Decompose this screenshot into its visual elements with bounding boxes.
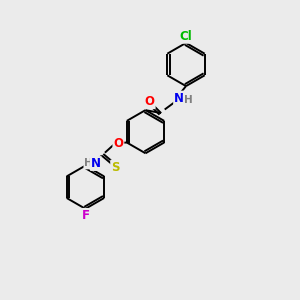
Text: F: F: [81, 209, 89, 222]
Text: H: H: [84, 158, 93, 169]
Text: H: H: [184, 95, 193, 105]
Text: Cl: Cl: [180, 30, 192, 43]
Text: N: N: [91, 157, 101, 170]
Text: S: S: [111, 160, 120, 174]
Text: O: O: [145, 95, 155, 108]
Text: O: O: [113, 136, 123, 150]
Text: N: N: [174, 92, 184, 105]
